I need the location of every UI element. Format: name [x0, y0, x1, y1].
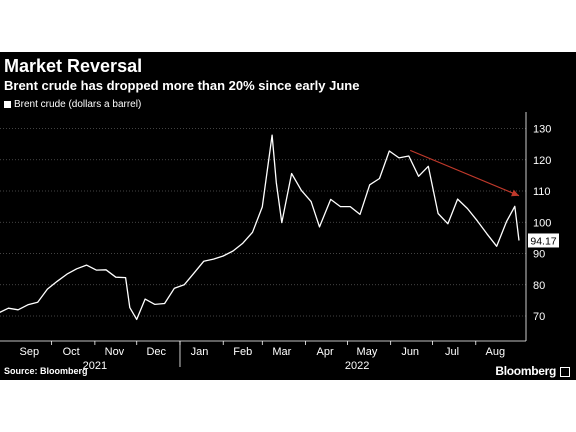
year-label: 2022 — [345, 360, 369, 372]
year-label: 2021 — [83, 360, 107, 372]
y-tick-label: 100 — [533, 217, 551, 229]
x-tick-label: Sep — [20, 346, 40, 358]
bloomberg-logo: Bloomberg — [495, 364, 556, 378]
x-tick-label: Apr — [317, 346, 334, 358]
x-tick-label: Nov — [105, 346, 125, 358]
chart-subtitle: Brent crude has dropped more than 20% si… — [4, 78, 360, 93]
last-value-label: 94.17 — [530, 235, 556, 247]
y-tick-label: 90 — [533, 249, 545, 261]
x-tick-label: Jul — [445, 346, 459, 358]
legend-label: Brent crude (dollars a barrel) — [14, 99, 142, 110]
y-tick-label: 110 — [533, 186, 551, 198]
trend-arrow — [409, 149, 520, 197]
chart-panel: Market Reversal Brent crude has dropped … — [0, 52, 576, 380]
x-tick-label: Dec — [146, 346, 166, 358]
x-tick-label: Aug — [486, 346, 506, 358]
x-tick-label: Oct — [63, 346, 80, 358]
x-tick-label: Mar — [272, 346, 291, 358]
x-tick-label: May — [357, 346, 378, 358]
y-tick-label: 70 — [533, 311, 545, 323]
bloomberg-logo-box-icon — [560, 367, 570, 377]
legend: Brent crude (dollars a barrel) — [4, 99, 141, 110]
last-value-box — [528, 233, 559, 248]
y-tick-label: 80 — [533, 280, 545, 292]
legend-swatch — [4, 101, 11, 108]
brent-crude-line — [0, 134, 520, 321]
y-tick-label: 130 — [533, 124, 551, 136]
line-chart: 70 80 90 100 110 120 130 Sep Oct Nov Dec Jan Feb Mar A… — [0, 112, 559, 372]
x-tick-label: Jan — [191, 346, 209, 358]
chart-title: Market Reversal — [4, 56, 143, 76]
y-tick-label: 120 — [533, 155, 551, 167]
source-note: Source: Bloomberg — [4, 366, 88, 376]
x-tick-label: Feb — [233, 346, 252, 358]
x-tick-label: Jun — [401, 346, 419, 358]
